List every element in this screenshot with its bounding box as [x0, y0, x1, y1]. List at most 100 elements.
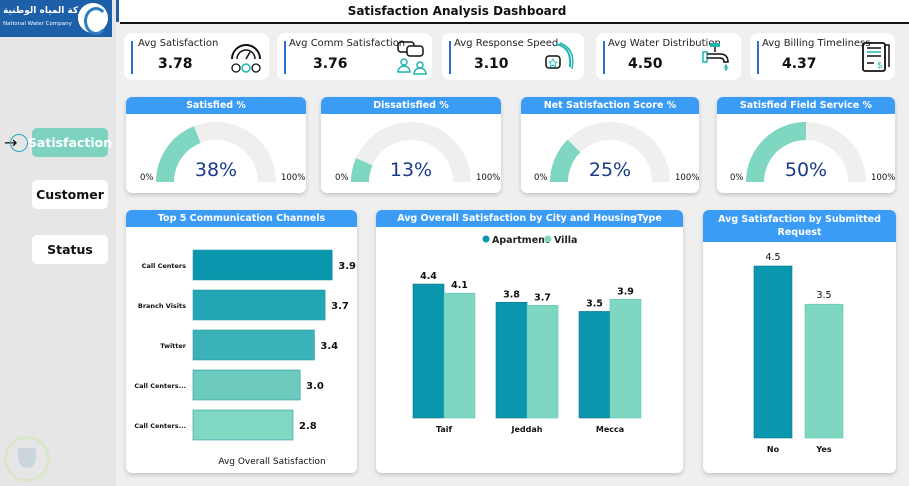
bar	[526, 305, 559, 419]
nav-status-button[interactable]: Status	[32, 235, 108, 264]
gauge-card-field-service[interactable]: Satisfied Field Service % 50% 0% 100%	[717, 97, 895, 193]
chart-title: Avg Overall Satisfaction by City and Hou…	[376, 210, 683, 227]
kpi-card-avg-satisfaction[interactable]: Avg Satisfaction 3.78	[124, 33, 269, 80]
kpi-accent-bar	[603, 41, 605, 74]
chart-title: Top 5 Communication Channels	[126, 210, 357, 227]
gauge-value: 50%	[785, 159, 827, 181]
gauge-value: 38%	[195, 159, 237, 181]
data-label: 3.7	[331, 301, 349, 312]
kpi-accent-bar	[449, 41, 451, 74]
company-logo: شركة المياه الوطنية National Water Compa…	[0, 0, 112, 37]
gauge-track	[550, 122, 670, 182]
gauge-card-net-satisfaction[interactable]: Net Satisfaction Score % 25% 0% 100%	[521, 97, 699, 193]
logo-text-arabic: شركة المياه الوطنية	[3, 6, 93, 16]
kpi-label: Avg Water Distribution	[608, 38, 721, 49]
gauge-min-label: 0%	[534, 173, 548, 183]
bar	[192, 409, 294, 441]
title-divider	[120, 22, 909, 24]
kpi-label: Avg Response Speed	[454, 38, 559, 49]
category-label: Call Centers	[142, 262, 186, 270]
kpi-card-avg-response-speed[interactable]: Avg Response Speed 3.10	[442, 33, 584, 80]
horizontal-bar-chart: Call Centers 3.9 Branch Visits 3.7 Twitter 3.…	[134, 249, 356, 467]
water-drop-logo-icon	[78, 3, 108, 35]
category-label: Jeddah	[511, 425, 543, 434]
category-label: Twitter	[160, 342, 187, 350]
gauge-max-label: 100%	[476, 173, 500, 183]
gauge-title: Dissatisfied %	[321, 97, 501, 114]
gauge-value: 13%	[390, 159, 432, 181]
gauge-card-satisfied[interactable]: Satisfied % 38% 0% 100%	[126, 97, 306, 193]
gauge-chart: 50% 0% 100%	[730, 122, 895, 183]
gauge-track	[351, 122, 471, 182]
kpi-value: 4.50	[628, 56, 663, 72]
chat-users-icon	[397, 41, 427, 75]
gauge-title: Satisfied Field Service %	[717, 97, 895, 114]
gauge-min-label: 0%	[140, 173, 154, 183]
gauge-title: Satisfied %	[126, 97, 306, 114]
satisfaction-meter-icon	[231, 44, 261, 73]
svg-text:$: $	[877, 61, 883, 71]
nav-customer-button[interactable]: Customer	[32, 180, 108, 209]
data-label: 3.0	[306, 381, 324, 392]
gauge-title: Net Satisfaction Score %	[521, 97, 699, 114]
legend-marker	[544, 235, 552, 243]
kpi-card-avg-comm-satisfaction[interactable]: Avg Comm Satisfaction 3.76	[277, 33, 432, 80]
kpi-accent-bar	[131, 41, 133, 74]
data-label: 2.8	[299, 421, 317, 432]
nav-satisfaction-button[interactable]: Satisfaction	[28, 128, 112, 157]
data-label: 3.9	[617, 286, 634, 297]
category-label: Call Centers...	[134, 382, 186, 390]
data-label: 3.8	[503, 289, 520, 300]
x-axis-title: Avg Overall Satisfaction	[218, 457, 325, 467]
legend-marker	[482, 235, 490, 243]
bar	[192, 369, 301, 401]
bar	[609, 298, 642, 419]
bar	[804, 303, 844, 439]
data-label: 3.9	[338, 261, 356, 272]
kpi-label: Avg Satisfaction	[138, 38, 219, 49]
chart-card-submitted-request[interactable]: Avg Satisfaction by Submitted Request 4.…	[703, 210, 896, 473]
kpi-card-avg-billing-timeliness[interactable]: Avg Billing Timeliness 4.37 $	[750, 33, 895, 80]
data-label: 3.7	[534, 292, 551, 303]
category-label: No	[767, 445, 780, 454]
category-label: Taif	[436, 425, 453, 434]
data-label: 4.4	[420, 271, 437, 282]
kpi-accent-bar	[284, 41, 286, 74]
category-label: Call Centers...	[134, 422, 186, 430]
gauge-fill	[746, 122, 806, 182]
arrow-right-circle-icon: →	[4, 134, 28, 152]
kpi-card-avg-water-distribution[interactable]: Avg Water Distribution 4.50	[596, 33, 741, 80]
gauge-fill	[550, 139, 581, 182]
phone-star-icon	[545, 42, 574, 70]
main-area: Satisfaction Analysis Dashboard Avg Sati…	[116, 0, 909, 486]
gauge-max-label: 100%	[675, 173, 699, 183]
bar	[495, 302, 528, 419]
logo-text-english: National Water Company	[3, 21, 72, 27]
bar	[192, 249, 333, 281]
chart-card-city-housing[interactable]: Avg Overall Satisfaction by City and Hou…	[376, 210, 683, 473]
kpi-accent-bar	[757, 41, 759, 74]
category-label: Branch Visits	[138, 302, 186, 310]
kpi-value: 3.10	[474, 56, 509, 72]
data-label: 4.5	[765, 252, 780, 263]
gauge-fill	[351, 158, 373, 182]
page-title: Satisfaction Analysis Dashboard	[347, 4, 567, 18]
kpi-value: 3.76	[313, 56, 348, 72]
data-label: 4.1	[451, 280, 468, 291]
title-bar: Satisfaction Analysis Dashboard	[116, 0, 909, 22]
chart-card-top-channels[interactable]: Top 5 Communication Channels Call Center…	[126, 210, 357, 473]
bar	[412, 283, 445, 419]
gauge-chart: 13% 0% 100%	[335, 122, 500, 183]
bar	[578, 311, 611, 419]
bar	[192, 289, 326, 321]
bar	[192, 329, 315, 361]
water-tap-icon	[702, 43, 729, 71]
kpi-value: 4.37	[782, 56, 817, 72]
gauge-card-dissatisfied[interactable]: Dissatisfied % 13% 0% 100%	[321, 97, 501, 193]
kpi-value: 3.78	[158, 56, 193, 72]
category-label: Mecca	[596, 425, 624, 434]
bar	[753, 265, 793, 439]
data-label: 3.4	[320, 341, 338, 352]
gauge-chart: 25% 0% 100%	[534, 122, 699, 183]
legend-label: Apartment	[492, 235, 550, 246]
